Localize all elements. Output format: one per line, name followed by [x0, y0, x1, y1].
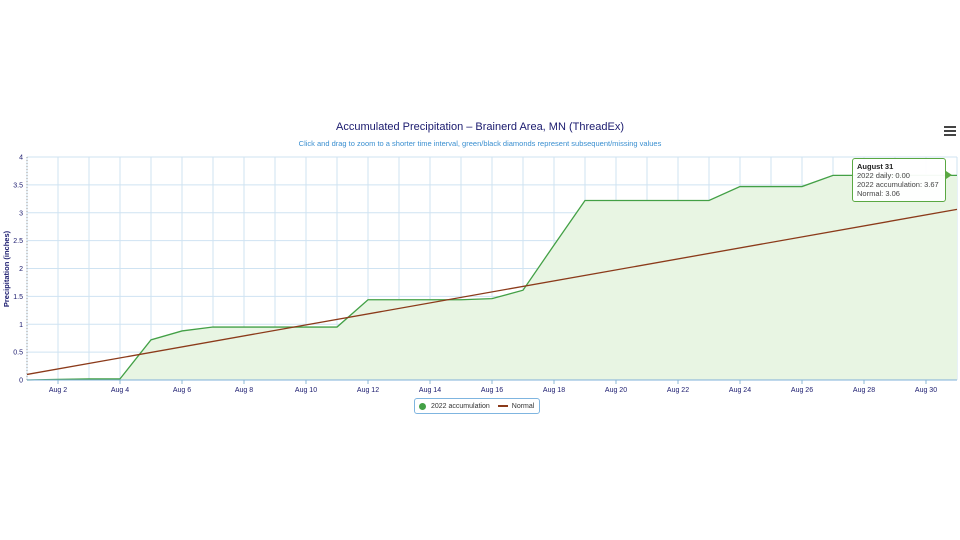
x-tick-label: Aug 18	[543, 387, 565, 394]
x-tick-label: Aug 10	[295, 387, 317, 394]
chart-title: Accumulated Precipitation – Brainerd Are…	[336, 121, 624, 133]
x-tick-label: Aug 26	[791, 387, 813, 394]
legend: 2022 accumulation Normal	[414, 398, 540, 414]
y-tick-label: 2.5	[13, 238, 23, 245]
y-tick-label: 0	[19, 378, 23, 385]
x-tick-label: Aug 22	[667, 387, 689, 394]
x-tick-label: Aug 24	[729, 387, 751, 394]
legend-label-normal: Normal	[511, 402, 535, 410]
accumulation-area	[27, 175, 957, 380]
x-tick-label: Aug 28	[853, 387, 875, 394]
y-tick-label: 0.5	[13, 350, 23, 357]
y-tick-label: 4	[19, 155, 23, 162]
tooltip-header: August 31	[857, 162, 894, 171]
x-tick-label: Aug 16	[481, 387, 503, 394]
x-tick-label: Aug 8	[235, 387, 253, 394]
x-tick-label: Aug 20	[605, 387, 627, 394]
x-tick-label: Aug 6	[173, 387, 191, 394]
tooltip-daily: 2022 daily: 0.00	[857, 171, 910, 180]
series-line-normal	[26, 208, 958, 376]
series-line-accumulation	[26, 174, 957, 381]
x-tick-label: Aug 30	[915, 387, 937, 394]
axes	[26, 157, 957, 384]
x-tick-label: Aug 2	[49, 387, 67, 394]
y-tick-label: 1	[19, 322, 23, 329]
accumulation-fill	[27, 175, 957, 380]
tooltip-accumulation: 2022 accumulation: 3.67	[857, 180, 939, 189]
chart-subtitle: Click and drag to zoom to a shorter time…	[298, 139, 662, 148]
x-tick-label: Aug 14	[419, 387, 441, 394]
series-lines	[26, 171, 958, 381]
hamburger-menu-icon[interactable]	[943, 124, 957, 138]
legend-item-accumulation[interactable]: 2022 accumulation	[415, 402, 494, 410]
tooltip-pointer	[946, 171, 952, 179]
y-tick-label: 3.5	[13, 182, 23, 189]
green-dot-icon	[419, 402, 426, 410]
y-tick-label: 2	[19, 266, 23, 273]
legend-label-accumulation: 2022 accumulation	[431, 402, 490, 410]
x-tick-label: Aug 4	[111, 387, 129, 394]
tooltip: August 31 2022 daily: 0.00 2022 accumula…	[852, 158, 946, 202]
tooltip-normal: Normal: 3.06	[857, 189, 900, 198]
y-tick-label: 1.5	[13, 294, 23, 301]
y-axis-label: Precipitation (inches)	[2, 230, 11, 307]
y-tick-label: 3	[19, 210, 23, 217]
legend-item-normal[interactable]: Normal	[494, 403, 539, 410]
brown-line-icon	[497, 405, 508, 407]
tick-labels: 0 0.5 1 1.5 2 2.5 3 3.5 4 Aug 2 Aug 4 Aug 6 Aug 8 Aug…	[13, 155, 937, 395]
x-tick-label: Aug 12	[357, 387, 379, 394]
